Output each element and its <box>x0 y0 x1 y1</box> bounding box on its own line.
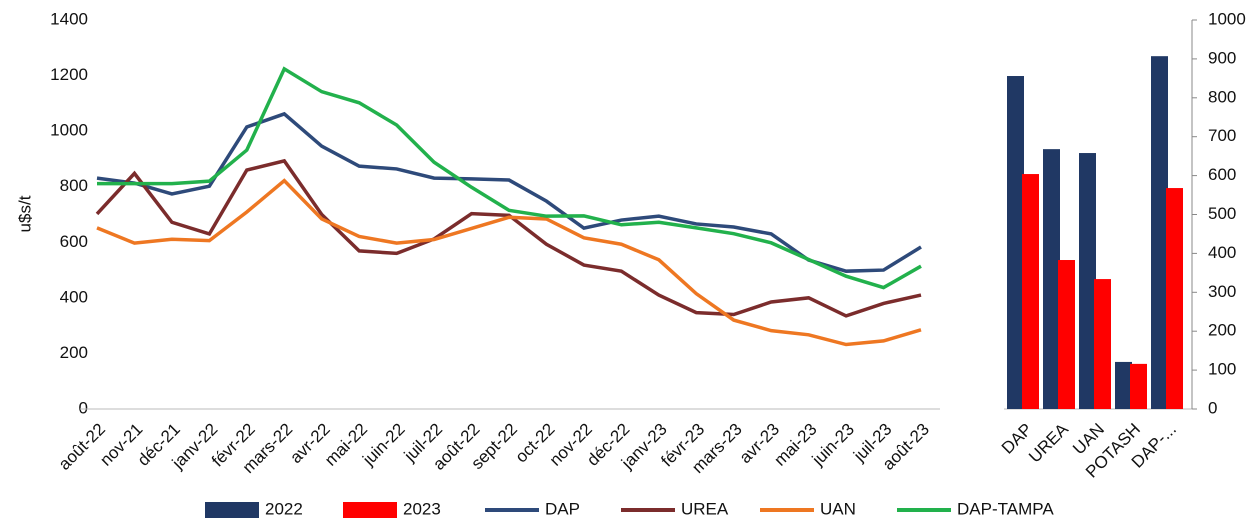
legend-label: UAN <box>820 499 856 518</box>
y-tick-label: 1400 <box>50 9 88 28</box>
y2-tick-label: 0 <box>1208 398 1217 417</box>
y2-tick-label: 800 <box>1208 87 1236 106</box>
bar <box>1022 174 1039 409</box>
bar <box>1058 260 1075 409</box>
y-tick-label: 1200 <box>50 65 88 84</box>
x-tick-label: août-22 <box>55 420 109 474</box>
bar <box>1166 188 1183 409</box>
legend-label: 2022 <box>265 499 303 518</box>
y2-tick-label: 300 <box>1208 282 1236 301</box>
y-tick-label: 400 <box>60 287 88 306</box>
y-tick-label: 1000 <box>50 121 88 140</box>
legend-label: 2023 <box>403 499 441 518</box>
x-tick-label: mai-22 <box>321 420 371 470</box>
y2-tick-label: 1000 <box>1208 9 1246 28</box>
legend-swatch <box>343 502 397 518</box>
y2-tick-label: 500 <box>1208 204 1236 223</box>
y2-tick-label: 100 <box>1208 360 1236 379</box>
bar <box>1094 279 1111 409</box>
line-series <box>95 158 922 318</box>
y-tick-label: 200 <box>60 343 88 362</box>
line-series <box>97 66 922 290</box>
bar <box>1079 153 1096 409</box>
y-tick-label: 800 <box>60 176 88 195</box>
line-series <box>96 111 922 273</box>
bar <box>1043 149 1060 409</box>
x-tick-label: UREA <box>1025 419 1072 466</box>
y2-tick-label: 600 <box>1208 165 1236 184</box>
legend-label: UREA <box>681 499 729 518</box>
x-tick-label: juin-22 <box>358 420 408 470</box>
legend-label: DAP-TAMPA <box>957 499 1054 518</box>
x-tick-label: juin-23 <box>808 420 858 470</box>
y-tick-label: 600 <box>60 232 88 251</box>
bar <box>1007 76 1024 410</box>
line-series <box>96 178 922 347</box>
legend-swatch <box>205 502 259 518</box>
bar <box>1115 361 1132 409</box>
y2-tick-label: 700 <box>1208 126 1236 145</box>
x-tick-label: mai-23 <box>770 420 820 470</box>
legend-label: DAP <box>545 499 580 518</box>
y-axis-label: u$s/t <box>15 195 34 232</box>
bar <box>1151 56 1168 409</box>
y-tick-label: 0 <box>79 398 88 417</box>
y2-tick-label: 200 <box>1208 321 1236 340</box>
bar <box>1130 363 1147 409</box>
y2-tick-label: 400 <box>1208 243 1236 262</box>
y2-tick-label: 900 <box>1208 48 1236 67</box>
